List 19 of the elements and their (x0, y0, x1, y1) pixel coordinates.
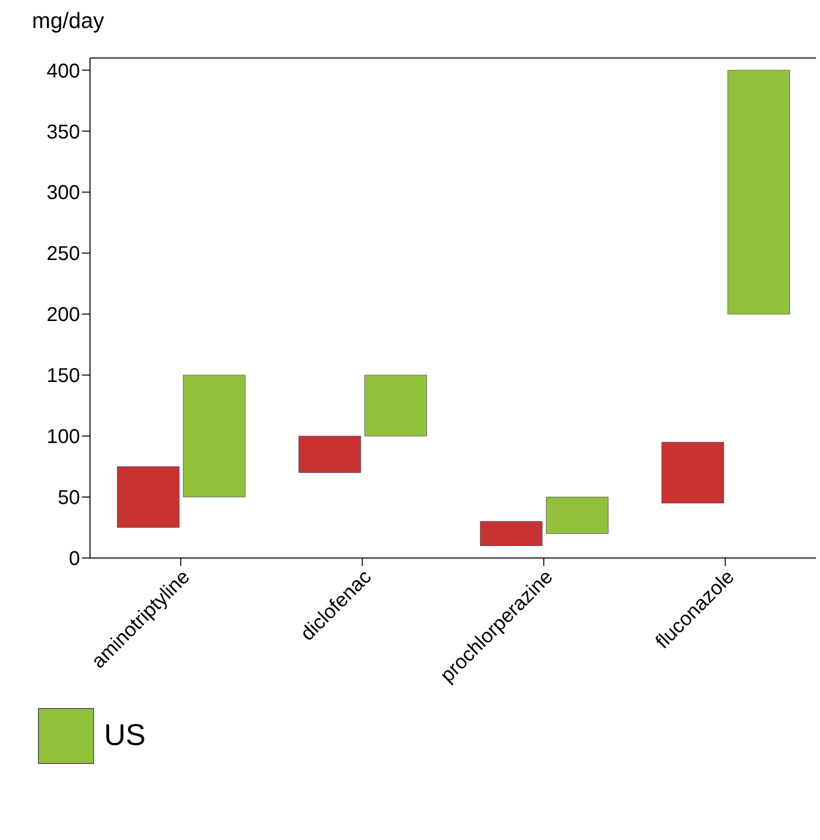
y-tick-label: 200 (46, 304, 80, 326)
y-tick-label: 150 (46, 365, 80, 388)
bar (298, 436, 361, 473)
y-tick-label: 250 (46, 243, 80, 266)
bar (661, 442, 724, 504)
bar (546, 496, 608, 534)
y-axis-title: mg/day (32, 8, 106, 35)
y-tick-label: 350 (46, 121, 80, 144)
bar (182, 374, 246, 498)
legend-label: US (104, 719, 146, 753)
y-tick-label: 0 (68, 548, 80, 570)
y-tick-label: 100 (46, 426, 80, 448)
y-tick-label: 300 (46, 182, 80, 204)
y-tick-label: 50 (58, 487, 80, 510)
bar (727, 70, 790, 314)
bar (116, 466, 180, 528)
bar (480, 521, 542, 546)
y-tick-label: 400 (46, 60, 80, 82)
bar (364, 374, 427, 436)
